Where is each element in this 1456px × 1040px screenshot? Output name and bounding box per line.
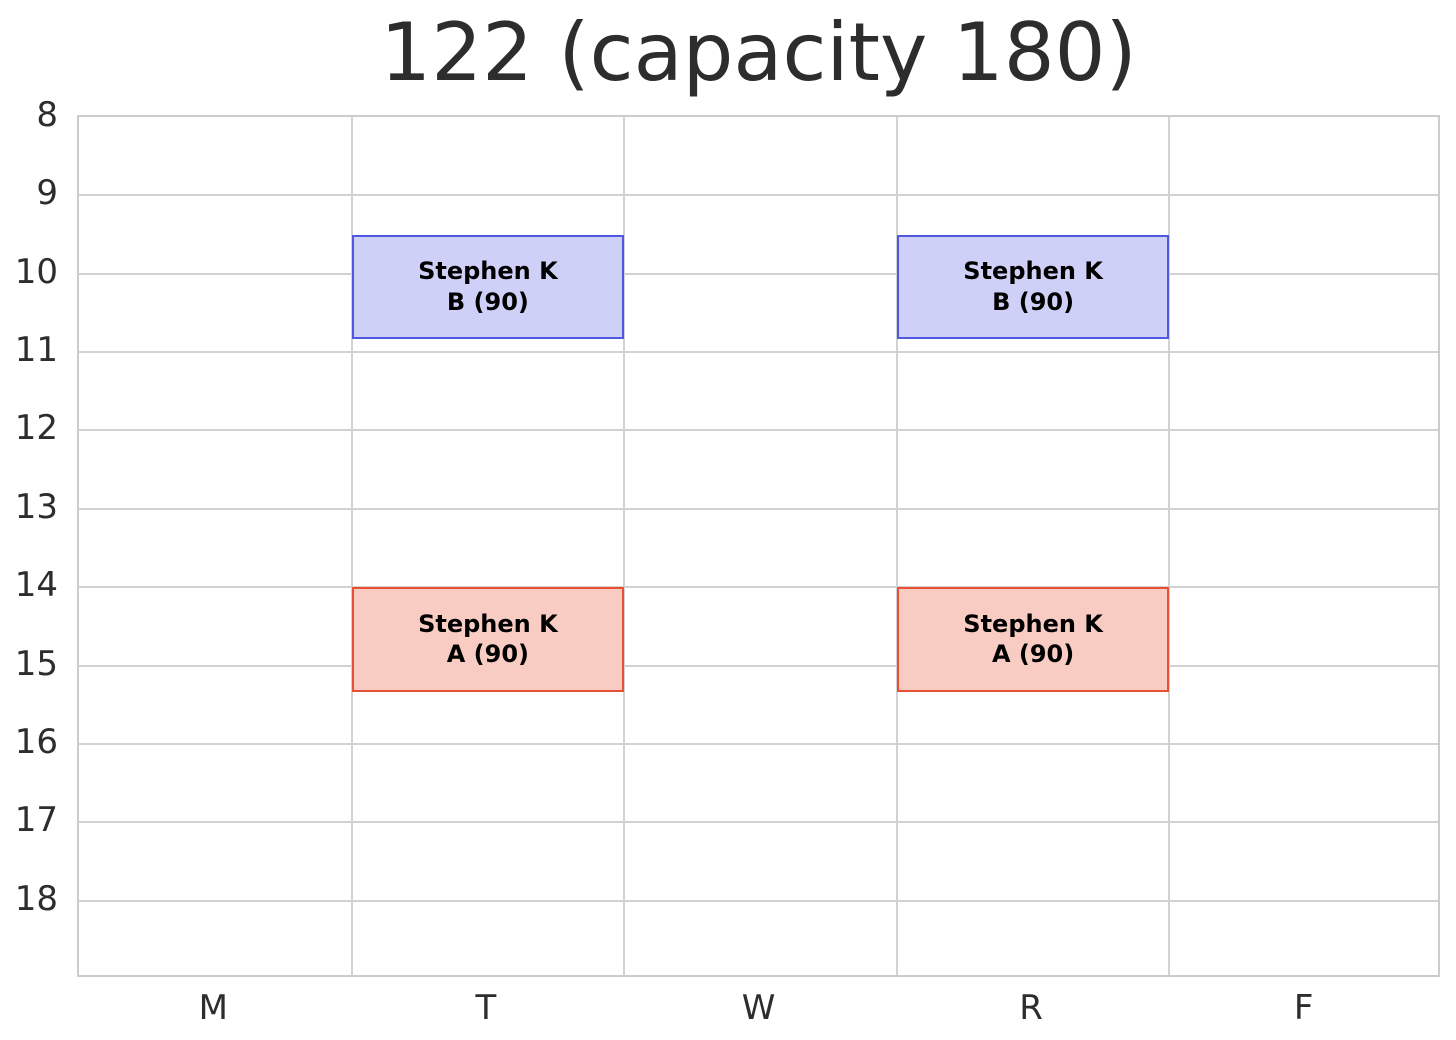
y-tick-label: 8: [36, 95, 58, 135]
hour-gridline: [79, 507, 1438, 510]
block-label-line: Stephen K: [963, 257, 1103, 286]
y-tick-label: 13: [14, 486, 58, 527]
hour-gridline: [79, 742, 1438, 745]
y-tick-label: 12: [14, 408, 58, 449]
hour-gridline: [79, 429, 1438, 432]
y-tick-label: 11: [14, 330, 58, 371]
y-tick-label: 9: [36, 173, 58, 214]
chart-title: 122 (capacity 180): [380, 5, 1137, 99]
hour-gridline: [79, 194, 1438, 197]
y-tick-label: 17: [14, 800, 58, 841]
block-label-line: B (90): [446, 287, 529, 316]
x-tick-label: T: [475, 988, 497, 1028]
day-gridline: [895, 117, 898, 975]
hour-gridline: [79, 272, 1438, 275]
hour-gridline: [79, 351, 1438, 354]
day-gridline: [623, 117, 626, 975]
y-axis: 8 9 10 11 12 13 14 15 16 17 18: [0, 98, 58, 977]
x-tick-label: R: [1019, 988, 1043, 1028]
y-tick-label: 18: [14, 878, 58, 919]
y-tick-label: 14: [14, 565, 58, 606]
block-label-line: Stephen K: [418, 257, 558, 286]
hour-gridline: [79, 821, 1438, 824]
y-tick-label: 16: [14, 721, 58, 762]
block-label-line: Stephen K: [963, 609, 1103, 638]
block-label-line: Stephen K: [418, 609, 558, 638]
x-tick-label: M: [198, 988, 228, 1028]
hour-gridline: [79, 899, 1438, 902]
hour-gridline: [79, 664, 1438, 667]
block-label-line: A (90): [446, 640, 530, 669]
y-tick-label: 15: [14, 643, 58, 684]
x-tick-label: F: [1293, 988, 1314, 1028]
x-tick-label: W: [741, 988, 776, 1028]
block-label-line: B (90): [992, 287, 1075, 316]
day-gridline: [1168, 117, 1171, 975]
day-gridline: [350, 117, 353, 975]
hour-gridline: [79, 586, 1438, 589]
y-tick-label: 10: [14, 251, 58, 292]
block-label-line: A (90): [991, 640, 1075, 669]
